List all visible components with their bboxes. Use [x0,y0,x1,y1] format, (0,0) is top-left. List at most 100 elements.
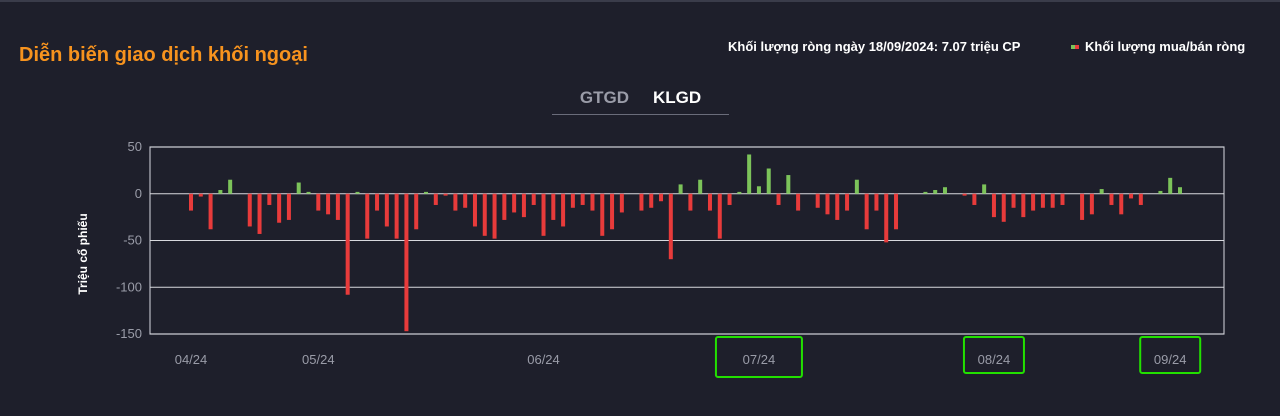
bar [561,193,566,227]
bar [1138,193,1143,205]
bar [1031,193,1036,211]
bar [472,193,477,227]
x-tick-label: 08/24 [978,352,1011,367]
bar [375,193,380,211]
bar [884,193,889,243]
bar [756,186,761,194]
bar [649,193,654,208]
bar [433,193,438,205]
bar [864,193,869,230]
bar [286,193,291,220]
bar [894,193,899,230]
bar [1089,193,1094,215]
bar [1099,189,1104,194]
bar [825,193,830,215]
bar [463,193,468,208]
bar [727,193,732,205]
bar [404,193,409,332]
x-tick-label: 05/24 [302,352,335,367]
bar [1050,193,1055,208]
bar [659,193,664,202]
bar [737,191,742,194]
bar [424,191,429,194]
legend-label: Khối lượng mua/bán ròng [1085,39,1246,54]
bar [355,191,360,194]
bar [639,193,644,211]
bar [678,184,683,194]
bar [228,179,233,194]
bar [1109,193,1114,205]
bar [208,193,213,230]
bar [766,168,771,194]
bar [531,193,536,205]
bar [267,193,272,205]
bar [247,193,252,227]
x-tick-label: 07/24 [743,352,776,367]
bar [854,179,859,194]
bar [502,193,507,220]
bar [1158,190,1163,194]
tab-klgd[interactable]: KLGD [652,88,702,107]
bar [1001,193,1006,222]
bar [619,193,624,213]
bar [257,193,262,234]
bar [1178,187,1182,194]
bar [923,191,928,194]
y-tick-label: -100 [116,279,142,294]
bar [570,193,575,208]
bar [717,193,722,239]
bar [776,193,781,205]
bar [394,193,399,239]
bar [1040,193,1045,208]
bar [1021,193,1026,218]
bar [1129,193,1134,199]
bar [316,193,321,211]
bar [991,193,996,218]
top-border [0,0,1280,2]
x-tick-label: 04/24 [175,352,208,367]
y-tick-label: -50 [123,233,142,248]
bar [786,175,791,194]
tab-gtgd[interactable]: GTGD [579,88,629,107]
y-tick-label: 50 [128,139,142,154]
bar [189,193,193,211]
bar [747,154,752,194]
bar [933,190,938,194]
bar [1080,193,1085,220]
bar [551,193,556,220]
bar [698,179,703,194]
bar [845,193,850,211]
y-tick-label: -150 [116,326,142,341]
bar [942,187,947,194]
bar [443,193,448,196]
bar [610,193,615,230]
bar [414,193,419,230]
bar [580,193,585,205]
x-tick-label: 06/24 [527,352,560,367]
bar [668,193,673,260]
highlight-box [714,336,803,378]
bar [365,193,370,239]
bar [1119,193,1124,215]
y-tick-label: 0 [135,186,142,201]
bar [1060,193,1065,205]
bar [521,193,526,218]
chart-legend: Khối lượng mua/bán ròng [1071,39,1245,54]
bar [796,193,801,211]
highlight-box [1139,336,1202,374]
bar [296,182,301,194]
bar [982,184,987,194]
bar [600,193,605,236]
bar [198,193,203,197]
bar [218,190,223,194]
bar [512,193,517,213]
bar [835,193,840,220]
bar [707,193,712,211]
bar [874,193,879,211]
bar [590,193,595,211]
bar [384,193,389,227]
bar [1168,177,1173,194]
bar [962,193,967,196]
bar [688,193,693,211]
